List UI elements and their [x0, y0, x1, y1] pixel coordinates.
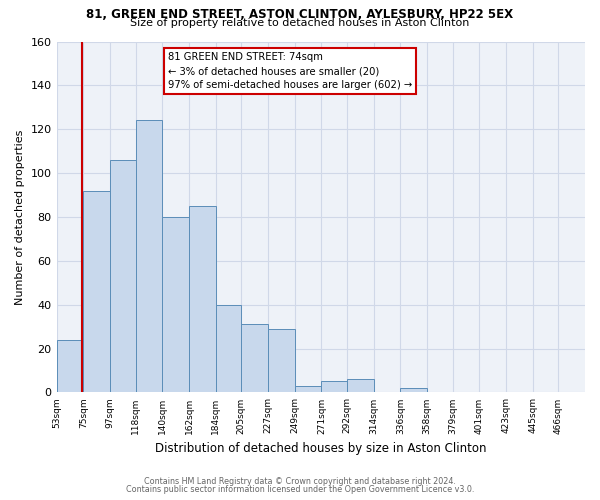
Text: Contains public sector information licensed under the Open Government Licence v3: Contains public sector information licen…	[126, 485, 474, 494]
Bar	[268, 329, 295, 392]
Bar	[83, 190, 110, 392]
Bar	[241, 324, 268, 392]
Text: Size of property relative to detached houses in Aston Clinton: Size of property relative to detached ho…	[130, 18, 470, 28]
Bar	[162, 217, 189, 392]
Text: 81 GREEN END STREET: 74sqm
← 3% of detached houses are smaller (20)
97% of semi-: 81 GREEN END STREET: 74sqm ← 3% of detac…	[167, 52, 412, 90]
Bar	[347, 380, 374, 392]
Y-axis label: Number of detached properties: Number of detached properties	[15, 130, 25, 304]
Text: 81, GREEN END STREET, ASTON CLINTON, AYLESBURY, HP22 5EX: 81, GREEN END STREET, ASTON CLINTON, AYL…	[86, 8, 514, 20]
Bar	[189, 206, 215, 392]
Bar	[322, 382, 347, 392]
Bar	[136, 120, 162, 392]
Bar	[215, 304, 241, 392]
Text: Contains HM Land Registry data © Crown copyright and database right 2024.: Contains HM Land Registry data © Crown c…	[144, 477, 456, 486]
Bar	[400, 388, 427, 392]
X-axis label: Distribution of detached houses by size in Aston Clinton: Distribution of detached houses by size …	[155, 442, 487, 455]
Bar	[295, 386, 322, 392]
Bar	[110, 160, 136, 392]
Bar	[56, 340, 83, 392]
